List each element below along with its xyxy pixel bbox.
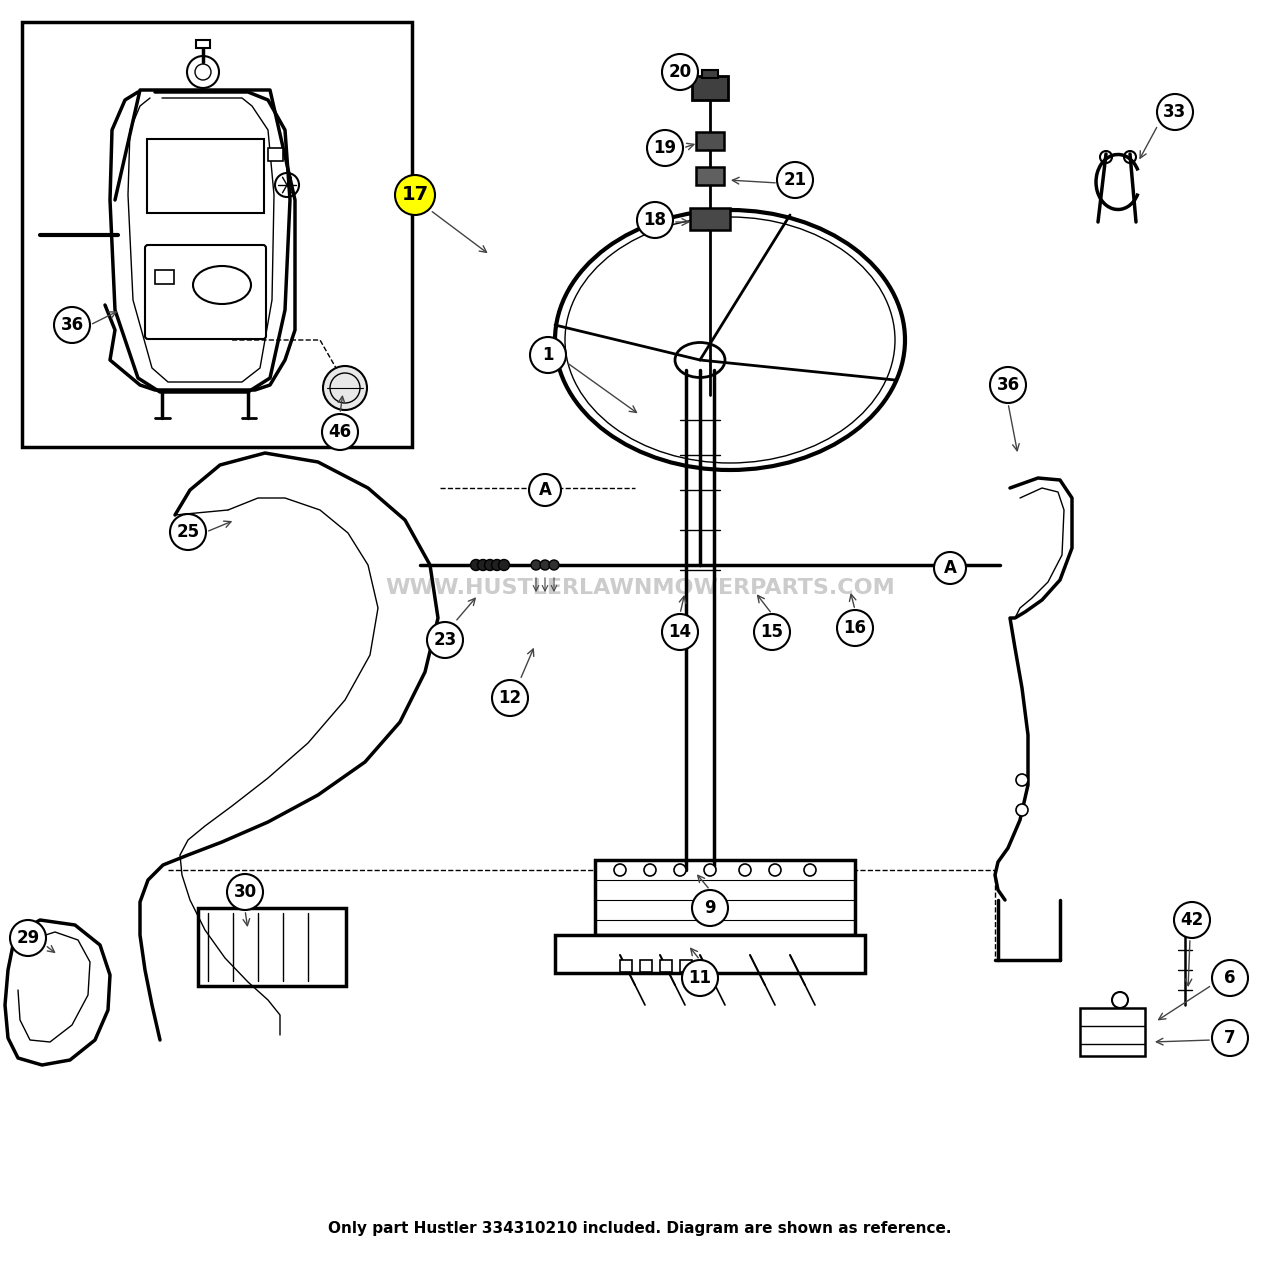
Circle shape (498, 559, 509, 571)
Text: 9: 9 (704, 899, 716, 916)
Text: 14: 14 (668, 623, 691, 641)
Circle shape (662, 54, 698, 90)
Circle shape (1016, 804, 1028, 817)
Text: 7: 7 (1224, 1029, 1235, 1047)
Text: 23: 23 (434, 631, 457, 649)
FancyBboxPatch shape (680, 960, 692, 972)
Circle shape (804, 864, 817, 876)
Circle shape (777, 163, 813, 198)
Text: 16: 16 (844, 620, 867, 637)
Circle shape (1112, 992, 1128, 1009)
FancyBboxPatch shape (660, 960, 672, 972)
Text: 19: 19 (653, 140, 677, 157)
Circle shape (529, 474, 561, 506)
FancyBboxPatch shape (620, 960, 632, 972)
Text: 12: 12 (498, 689, 521, 707)
Circle shape (989, 367, 1027, 403)
Circle shape (549, 561, 559, 570)
Circle shape (531, 561, 541, 570)
Circle shape (323, 413, 358, 451)
FancyBboxPatch shape (556, 934, 865, 973)
Circle shape (646, 131, 684, 166)
FancyBboxPatch shape (595, 860, 855, 934)
FancyBboxPatch shape (198, 908, 346, 986)
FancyBboxPatch shape (196, 40, 210, 47)
Text: 21: 21 (783, 172, 806, 189)
Text: 46: 46 (329, 422, 352, 442)
Text: 30: 30 (233, 883, 256, 901)
Text: 1: 1 (543, 346, 554, 364)
Circle shape (530, 337, 566, 372)
Circle shape (540, 561, 550, 570)
Circle shape (54, 307, 90, 343)
FancyBboxPatch shape (145, 244, 266, 339)
FancyBboxPatch shape (690, 207, 730, 230)
Circle shape (769, 864, 781, 876)
FancyBboxPatch shape (640, 960, 652, 972)
Circle shape (704, 864, 716, 876)
FancyBboxPatch shape (268, 147, 283, 160)
Text: 36: 36 (996, 376, 1020, 394)
Circle shape (644, 864, 657, 876)
FancyBboxPatch shape (155, 270, 174, 283)
FancyBboxPatch shape (1080, 1009, 1146, 1056)
Circle shape (227, 874, 262, 910)
Text: 25: 25 (177, 524, 200, 541)
Text: A: A (539, 481, 552, 499)
FancyBboxPatch shape (147, 140, 264, 212)
Circle shape (477, 559, 489, 571)
Text: 11: 11 (689, 969, 712, 987)
Circle shape (492, 680, 529, 716)
Circle shape (1016, 774, 1028, 786)
Text: Only part Hustler 334310210 included. Diagram are shown as reference.: Only part Hustler 334310210 included. Di… (328, 1221, 952, 1235)
Circle shape (682, 960, 718, 996)
Circle shape (428, 622, 463, 658)
Circle shape (837, 611, 873, 646)
Text: 15: 15 (760, 623, 783, 641)
Text: 42: 42 (1180, 911, 1203, 929)
Circle shape (492, 559, 503, 571)
Circle shape (170, 515, 206, 550)
Circle shape (1212, 1020, 1248, 1056)
Circle shape (675, 864, 686, 876)
Text: 20: 20 (668, 63, 691, 81)
Text: 29: 29 (17, 929, 40, 947)
Circle shape (1212, 960, 1248, 996)
FancyBboxPatch shape (696, 166, 724, 186)
Text: 36: 36 (60, 316, 83, 334)
Circle shape (637, 202, 673, 238)
Circle shape (754, 614, 790, 650)
Circle shape (692, 890, 728, 925)
Text: 18: 18 (644, 211, 667, 229)
FancyBboxPatch shape (701, 70, 718, 78)
Circle shape (1174, 902, 1210, 938)
Text: WWW.HUSTLERLAWNMOWERPARTS.COM: WWW.HUSTLERLAWNMOWERPARTS.COM (385, 579, 895, 598)
Circle shape (934, 552, 966, 584)
Circle shape (485, 559, 495, 571)
Circle shape (1157, 93, 1193, 131)
Circle shape (10, 920, 46, 956)
Circle shape (662, 614, 698, 650)
Text: 33: 33 (1164, 102, 1187, 122)
FancyBboxPatch shape (692, 76, 728, 100)
Circle shape (396, 175, 435, 215)
FancyBboxPatch shape (22, 22, 412, 447)
Circle shape (614, 864, 626, 876)
Text: 6: 6 (1224, 969, 1235, 987)
Circle shape (323, 366, 367, 410)
Circle shape (739, 864, 751, 876)
FancyBboxPatch shape (696, 132, 724, 150)
Text: 17: 17 (402, 186, 429, 205)
Circle shape (471, 559, 481, 571)
Text: A: A (943, 559, 956, 577)
